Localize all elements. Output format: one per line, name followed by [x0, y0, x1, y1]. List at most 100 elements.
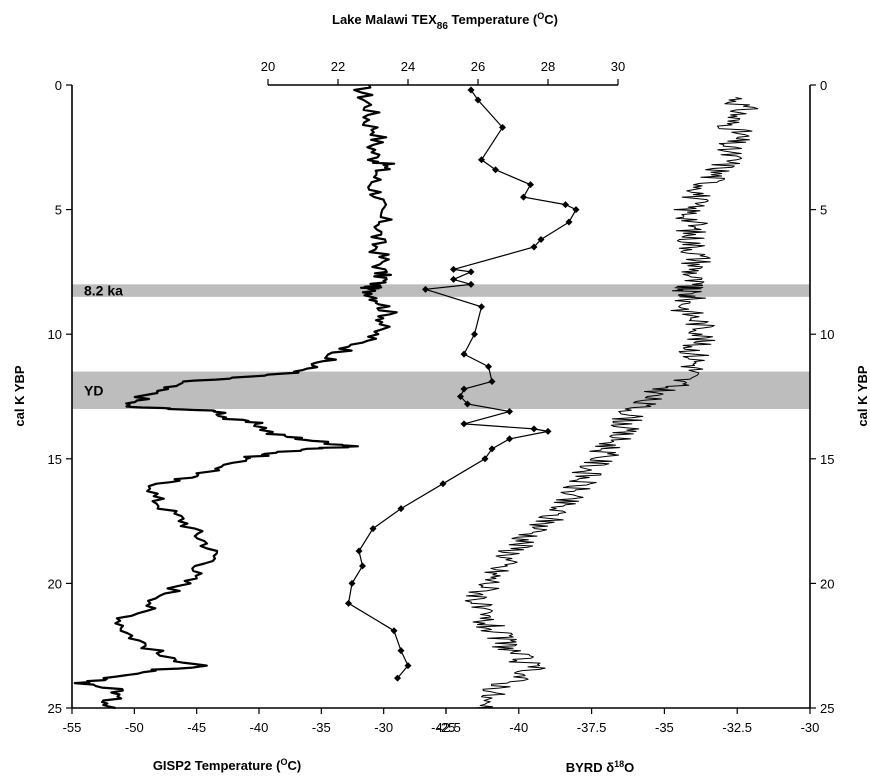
tex86-point [348, 579, 356, 587]
gisp2-axis-title-end: C) [287, 758, 301, 773]
tex86-point [460, 350, 468, 358]
left-y-tick-label: 15 [48, 452, 62, 467]
tex-x-tick-label: 24 [401, 59, 415, 74]
gisp2_x-tick-label: -30 [374, 720, 393, 735]
gisp2_x-tick-label: -50 [125, 720, 144, 735]
tex86-point [492, 166, 499, 174]
byrd_x-tick-label: -42.5 [431, 720, 461, 735]
tex86-point [478, 303, 485, 311]
tex86-point [499, 123, 506, 131]
left-y-tick-label: 0 [55, 78, 62, 93]
tex-x-tick-label: 22 [331, 59, 345, 74]
gisp2_x-tick-label: -25 [437, 720, 456, 735]
left-y-tick-label: 10 [48, 327, 62, 342]
right-y-axis-title: cal K YBP [855, 365, 870, 427]
left-y-tick-label: 25 [48, 701, 62, 716]
tex86-point [345, 599, 352, 607]
tex86-point [467, 280, 475, 288]
gisp2-axis-title-sup: O [280, 757, 287, 767]
band-label-1: YD [84, 382, 103, 398]
tex86-point [390, 627, 398, 635]
tex86-point [369, 525, 377, 533]
byrd-axis-title-end: O [624, 760, 634, 775]
tex86-point [530, 425, 538, 433]
top-axis-title-main: Lake Malawi TEX [332, 12, 437, 27]
left-y-tick-label: 5 [55, 203, 62, 218]
byrd_x-tick-label: -32.5 [722, 720, 752, 735]
right-y-tick-label: 15 [820, 452, 834, 467]
right-y-tick-label: 5 [820, 203, 827, 218]
tex86-point [481, 455, 489, 463]
tex86-point [404, 662, 412, 670]
series-line-byrd [464, 97, 759, 709]
top-axis-title-sup: O [537, 11, 544, 21]
byrd_x-tick-label: -30 [801, 720, 820, 735]
tex86-point [450, 265, 457, 273]
band-0 [72, 284, 810, 297]
band-label-0: 8.2 ka [84, 283, 123, 299]
left-y-tick-label: 20 [48, 576, 62, 591]
byrd_x-tick-label: -40 [509, 720, 528, 735]
right-y-tick-label: 10 [820, 327, 834, 342]
top-axis-title: Lake Malawi TEX86 Temperature (OC) [332, 11, 558, 32]
byrd-axis-title-main: BYRD δ [566, 760, 614, 775]
byrd_x-tick-label: -35 [655, 720, 674, 735]
tex86-point [450, 275, 457, 283]
gisp2_x-tick-label: -55 [63, 720, 82, 735]
tex86-point [544, 427, 552, 435]
byrd_x-tick-label: -37.5 [577, 720, 607, 735]
tex86-point [359, 562, 366, 570]
tex86-point [397, 505, 405, 513]
band-1 [72, 371, 810, 409]
tex-x-tick-label: 26 [471, 59, 485, 74]
tex86-point [460, 385, 468, 393]
tex86-point [506, 407, 513, 415]
tex86-point [530, 243, 538, 251]
gisp2-axis-title-main: GISP2 Temperature ( [153, 758, 281, 773]
top-axis-title-mid: Temperature ( [448, 12, 538, 27]
top-axis-title-end: C) [544, 12, 558, 27]
tex86-point [460, 420, 468, 428]
tex86-point [488, 445, 496, 453]
left-y-axis-title: cal K YBP [12, 365, 27, 427]
tex86-point [467, 86, 475, 94]
right-y-tick-label: 25 [820, 701, 834, 716]
tex86-point [537, 236, 545, 244]
gisp2_x-tick-label: -45 [187, 720, 206, 735]
tex86-point [572, 206, 580, 214]
tex86-point [394, 674, 401, 682]
right-y-tick-label: 20 [820, 576, 834, 591]
tex86-point [562, 201, 569, 209]
tex86-point [520, 193, 527, 201]
tex-x-tick-label: 30 [611, 59, 625, 74]
tex86-point [355, 547, 363, 555]
gisp2_x-tick-label: -35 [312, 720, 331, 735]
tex86-point [397, 647, 405, 655]
series-layer [73, 84, 759, 710]
tex86-point [478, 156, 485, 164]
gisp2_x-tick-label: -40 [250, 720, 269, 735]
tex86-point [467, 268, 475, 276]
top-axis-title-sub: 86 [437, 21, 449, 32]
right-y-tick-label: 0 [820, 78, 827, 93]
tex86-point [485, 363, 492, 371]
tex86-point [471, 330, 478, 338]
tex86-point [439, 480, 447, 488]
tex86-point [474, 96, 482, 104]
tex86-point [565, 218, 573, 226]
series-line-gisp2 [73, 84, 398, 710]
bands-layer: 8.2 ka YD [72, 283, 810, 409]
tex-x-tick-label: 28 [541, 59, 555, 74]
gisp2-axis-title: GISP2 Temperature (OC) [153, 757, 301, 773]
tex-x-tick-label: 20 [261, 59, 275, 74]
tex86-point [527, 181, 534, 189]
tex86-point [457, 393, 464, 400]
tex86-point [488, 378, 496, 386]
byrd-axis-title: BYRD δ18O [566, 759, 634, 775]
tex86-point [422, 285, 429, 293]
tex86-point [506, 435, 513, 443]
byrd-axis-title-sup: 18 [614, 759, 624, 769]
tex86-point [464, 400, 471, 408]
